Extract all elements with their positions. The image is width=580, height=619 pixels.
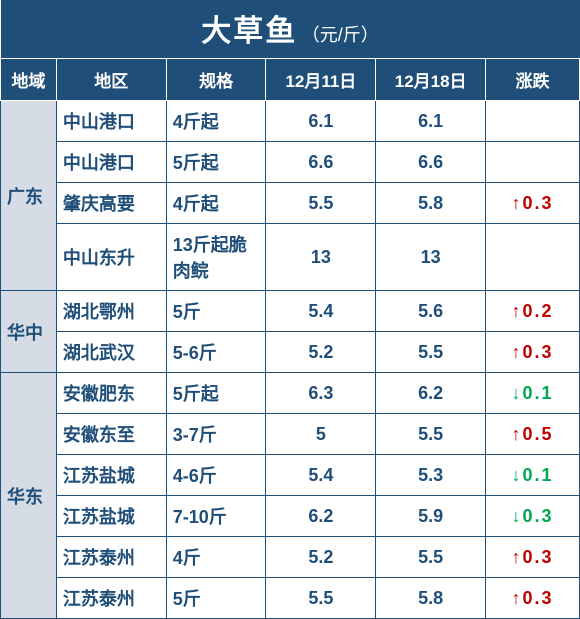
change-cell: ↑0.3 (486, 183, 580, 224)
table-row: 中山东升13斤起脆肉鲩1313 (1, 224, 580, 291)
location-cell: 江苏盐城 (56, 455, 166, 496)
price-date2: 5.6 (376, 291, 486, 332)
change-cell: ↑0.3 (486, 578, 580, 619)
price-date1: 5.4 (266, 291, 376, 332)
change-cell (486, 101, 580, 142)
table-row: 华东安徽肥东5斤起6.36.2↓0.1 (1, 373, 580, 414)
price-date2: 6.1 (376, 101, 486, 142)
header-location: 地区 (56, 59, 166, 101)
change-cell: ↓0.1 (486, 373, 580, 414)
table-row: 肇庆高要4斤起5.55.8↑0.3 (1, 183, 580, 224)
header-date1: 12月11日 (266, 59, 376, 101)
price-date1: 5.4 (266, 455, 376, 496)
location-cell: 湖北鄂州 (56, 291, 166, 332)
price-date2: 5.8 (376, 578, 486, 619)
price-date1: 5.2 (266, 537, 376, 578)
title-sub: （元/斤） (302, 25, 379, 45)
spec-cell: 4-6斤 (166, 455, 266, 496)
region-cell: 华东 (1, 373, 57, 619)
table-row: 华中湖北鄂州5斤5.45.6↑0.2 (1, 291, 580, 332)
spec-cell: 3-7斤 (166, 414, 266, 455)
spec-cell: 13斤起脆肉鲩 (166, 224, 266, 291)
price-date2: 5.3 (376, 455, 486, 496)
header-change: 涨跌 (486, 59, 580, 101)
change-cell: ↑0.3 (486, 332, 580, 373)
location-cell: 湖北武汉 (56, 332, 166, 373)
title-row: 大草鱼 （元/斤） (1, 0, 580, 59)
location-cell: 中山港口 (56, 101, 166, 142)
price-date1: 5.2 (266, 332, 376, 373)
header-date2: 12月18日 (376, 59, 486, 101)
spec-cell: 7-10斤 (166, 496, 266, 537)
price-date2: 5.8 (376, 183, 486, 224)
spec-cell: 4斤起 (166, 183, 266, 224)
price-date1: 5 (266, 414, 376, 455)
price-date1: 6.1 (266, 101, 376, 142)
price-date2: 6.6 (376, 142, 486, 183)
price-date2: 5.5 (376, 537, 486, 578)
header-spec: 规格 (166, 59, 266, 101)
change-cell: ↑0.2 (486, 291, 580, 332)
spec-cell: 4斤起 (166, 101, 266, 142)
spec-cell: 5斤 (166, 578, 266, 619)
price-date2: 5.9 (376, 496, 486, 537)
price-date1: 5.5 (266, 183, 376, 224)
header-row: 地域 地区 规格 12月11日 12月18日 涨跌 (1, 59, 580, 101)
spec-cell: 5斤起 (166, 142, 266, 183)
price-date1: 6.3 (266, 373, 376, 414)
change-cell (486, 224, 580, 291)
location-cell: 中山港口 (56, 142, 166, 183)
price-date1: 5.5 (266, 578, 376, 619)
spec-cell: 5斤起 (166, 373, 266, 414)
spec-cell: 4斤 (166, 537, 266, 578)
spec-cell: 5-6斤 (166, 332, 266, 373)
table-row: 安徽东至3-7斤55.5↑0.5 (1, 414, 580, 455)
table-row: 江苏盐城7-10斤6.25.9↓0.3 (1, 496, 580, 537)
change-cell (486, 142, 580, 183)
change-cell: ↑0.5 (486, 414, 580, 455)
location-cell: 江苏泰州 (56, 537, 166, 578)
table-row: 湖北武汉5-6斤5.25.5↑0.3 (1, 332, 580, 373)
price-date2: 5.5 (376, 414, 486, 455)
spec-cell: 5斤 (166, 291, 266, 332)
price-date1: 6.6 (266, 142, 376, 183)
change-cell: ↓0.3 (486, 496, 580, 537)
title-main: 大草鱼 (201, 15, 297, 48)
location-cell: 江苏泰州 (56, 578, 166, 619)
header-region: 地域 (1, 59, 57, 101)
table-row: 广东中山港口4斤起6.16.1 (1, 101, 580, 142)
table-row: 江苏泰州4斤5.25.5↑0.3 (1, 537, 580, 578)
table-row: 江苏盐城4-6斤5.45.3↓0.1 (1, 455, 580, 496)
price-date2: 13 (376, 224, 486, 291)
region-cell: 广东 (1, 101, 57, 291)
table-row: 中山港口5斤起6.66.6 (1, 142, 580, 183)
table-row: 江苏泰州5斤5.55.8↑0.3 (1, 578, 580, 619)
change-cell: ↓0.1 (486, 455, 580, 496)
table-body: 广东中山港口4斤起6.16.1中山港口5斤起6.66.6肇庆高要4斤起5.55.… (1, 101, 580, 619)
price-table: 大草鱼 （元/斤） 地域 地区 规格 12月11日 12月18日 涨跌 广东中山… (0, 0, 580, 619)
location-cell: 江苏盐城 (56, 496, 166, 537)
price-date2: 6.2 (376, 373, 486, 414)
location-cell: 中山东升 (56, 224, 166, 291)
price-date1: 6.2 (266, 496, 376, 537)
location-cell: 安徽肥东 (56, 373, 166, 414)
region-cell: 华中 (1, 291, 57, 373)
location-cell: 肇庆高要 (56, 183, 166, 224)
change-cell: ↑0.3 (486, 537, 580, 578)
price-date2: 5.5 (376, 332, 486, 373)
price-date1: 13 (266, 224, 376, 291)
location-cell: 安徽东至 (56, 414, 166, 455)
